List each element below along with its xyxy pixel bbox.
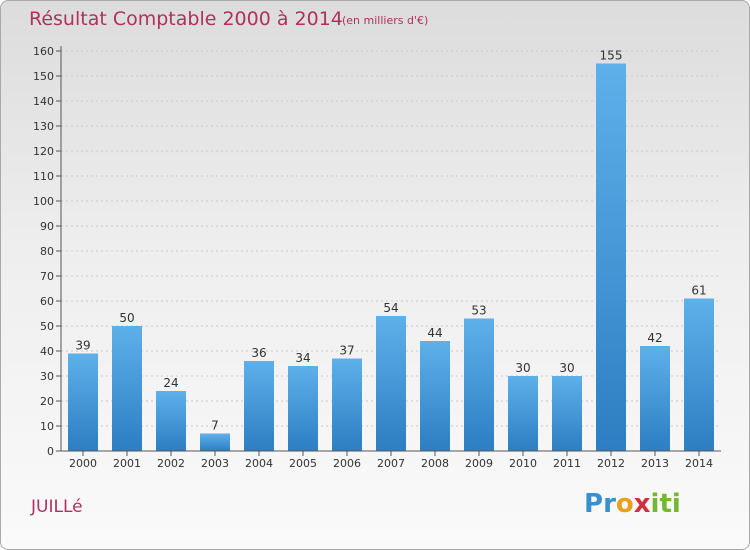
value-label-2000: 39 (75, 339, 90, 353)
logo-letter: x (633, 489, 651, 519)
y-tick-label: 40 (40, 345, 54, 358)
value-label-2003: 7 (211, 419, 219, 433)
value-label-2002: 24 (163, 376, 178, 390)
y-tick-label: 80 (40, 245, 54, 258)
commune-name: JUILLé (31, 497, 83, 517)
x-tick-label-2014: 2014 (685, 457, 713, 470)
y-tick-label: 140 (33, 95, 54, 108)
y-tick-label: 10 (40, 420, 54, 433)
bar-2008 (420, 341, 450, 451)
x-tick-label-2001: 2001 (113, 457, 141, 470)
value-label-2012: 155 (600, 49, 623, 63)
bar-2001 (112, 326, 142, 451)
chart-subtitle: (en milliers d'€) (342, 14, 429, 27)
chart-title: Résultat Comptable 2000 à 2014 (29, 8, 343, 30)
y-tick-label: 150 (33, 70, 54, 83)
bar-2012 (596, 63, 626, 451)
x-tick-label-2003: 2003 (201, 457, 229, 470)
bar-2014 (684, 298, 714, 451)
value-label-2006: 37 (339, 344, 354, 358)
logo-letter: r (603, 489, 616, 519)
x-tick-label-2002: 2002 (157, 457, 185, 470)
y-tick-label: 100 (33, 195, 54, 208)
proxiti-logo: Proxiti (584, 489, 681, 519)
bar-2004 (244, 361, 274, 451)
value-label-2007: 54 (383, 301, 398, 315)
bar-2013 (640, 346, 670, 451)
y-tick-label: 0 (47, 445, 54, 458)
y-tick-label: 130 (33, 120, 54, 133)
logo-letter: o (615, 489, 634, 519)
x-tick-label-2013: 2013 (641, 457, 669, 470)
bar-2000 (68, 353, 98, 451)
bar-2002 (156, 391, 186, 451)
x-tick-label-2004: 2004 (245, 457, 273, 470)
value-label-2004: 36 (251, 346, 266, 360)
value-label-2001: 50 (119, 311, 134, 325)
bar-2006 (332, 358, 362, 451)
x-tick-label-2005: 2005 (289, 457, 317, 470)
y-tick-label: 120 (33, 145, 54, 158)
logo-letter: i (671, 489, 681, 519)
logo-letter: P (584, 489, 604, 519)
x-tick-label-2012: 2012 (597, 457, 625, 470)
bar-2005 (288, 366, 318, 451)
x-tick-label-2008: 2008 (421, 457, 449, 470)
logo-letter: i (650, 489, 660, 519)
x-tick-label-2010: 2010 (509, 457, 537, 470)
x-tick-label-2006: 2006 (333, 457, 361, 470)
bar-2007 (376, 316, 406, 451)
y-tick-label: 60 (40, 295, 54, 308)
y-tick-label: 30 (40, 370, 54, 383)
y-tick-label: 20 (40, 395, 54, 408)
value-label-2011: 30 (559, 361, 574, 375)
value-label-2010: 30 (515, 361, 530, 375)
y-tick-label: 70 (40, 270, 54, 283)
value-label-2009: 53 (471, 304, 486, 318)
x-tick-label-2000: 2000 (69, 457, 97, 470)
value-label-2005: 34 (295, 351, 310, 365)
y-tick-label: 110 (33, 170, 54, 183)
bar-2011 (552, 376, 582, 451)
x-tick-label-2009: 2009 (465, 457, 493, 470)
value-label-2008: 44 (427, 326, 442, 340)
logo-letter: t (659, 489, 672, 519)
bar-2010 (508, 376, 538, 451)
y-tick-label: 160 (33, 45, 54, 58)
value-label-2013: 42 (647, 331, 662, 345)
bar-2003 (200, 433, 230, 451)
y-tick-label: 90 (40, 220, 54, 233)
y-tick-label: 50 (40, 320, 54, 333)
value-label-2014: 61 (691, 284, 706, 298)
x-tick-label-2011: 2011 (553, 457, 581, 470)
bar-2009 (464, 318, 494, 451)
x-tick-label-2007: 2007 (377, 457, 405, 470)
